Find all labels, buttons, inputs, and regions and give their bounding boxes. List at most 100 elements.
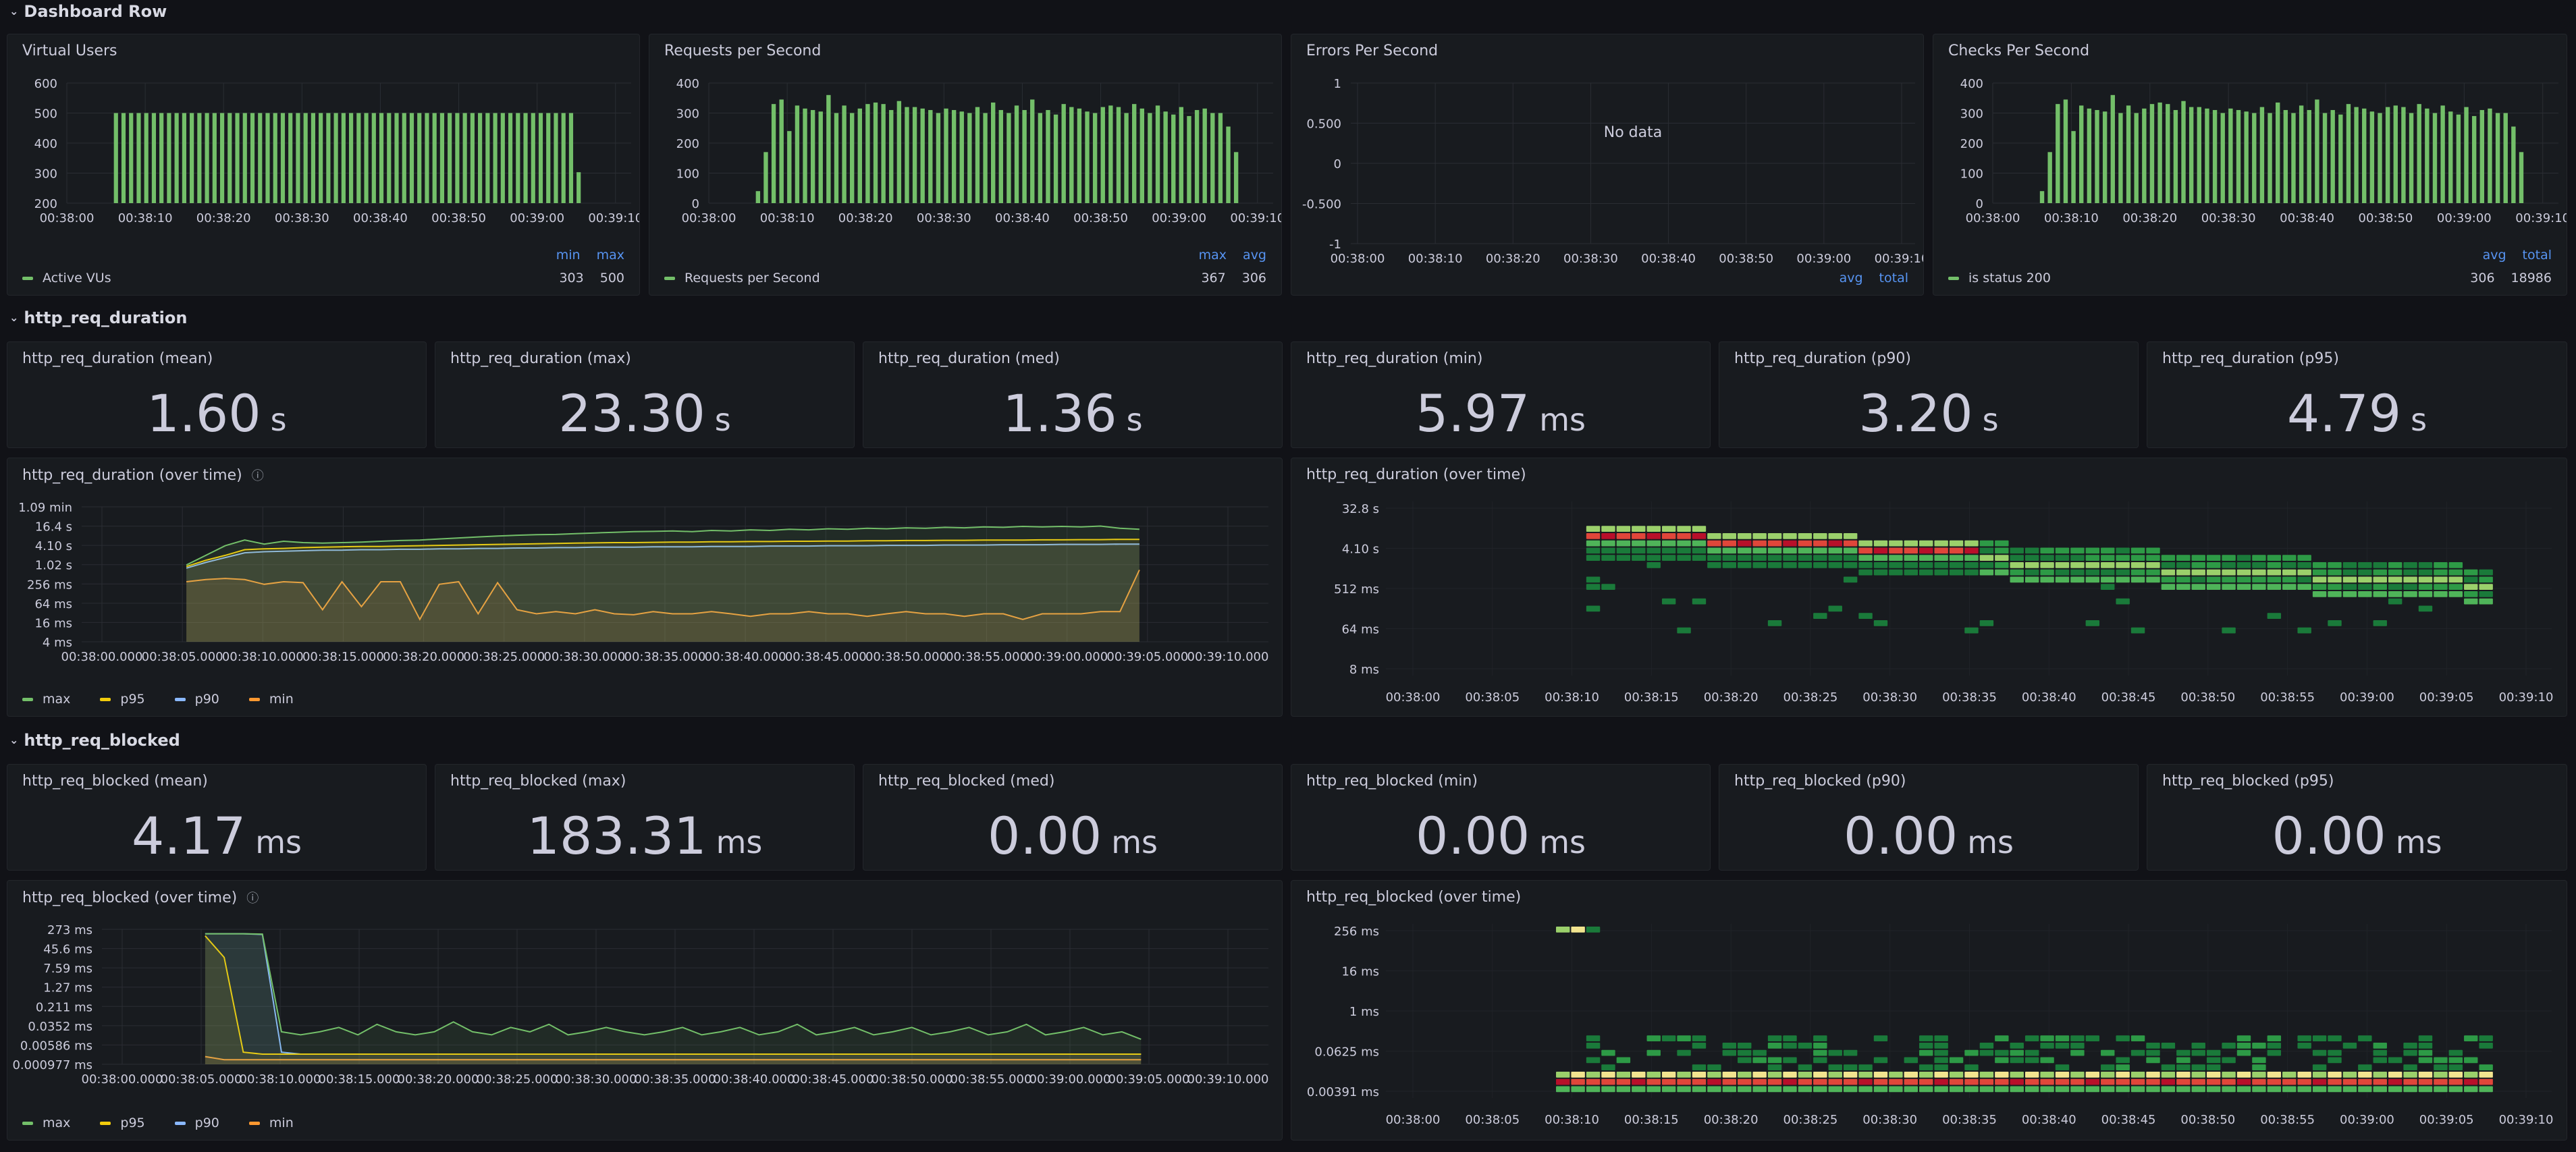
bar	[2417, 104, 2421, 203]
heatmap-cell	[2342, 569, 2357, 576]
x-tick-label: 00:38:20.000	[383, 650, 464, 664]
panel-blocked-heatmap[interactable]: http_req_blocked (over time) 256 ms 16 ms…	[1291, 880, 2567, 1141]
heatmap-cell	[1752, 562, 1767, 568]
info-icon[interactable]: ⓘ	[246, 892, 259, 906]
x-tick-label: 00:39:00	[1796, 252, 1851, 266]
stat-panel[interactable]: http_req_duration (mean) 1.60 s	[7, 341, 427, 448]
legend-item[interactable]: min	[248, 692, 294, 707]
heatmap-cell	[1707, 1078, 1721, 1085]
legend-header-min[interactable]: min	[556, 248, 581, 263]
bar	[905, 107, 909, 203]
heatmap-cell	[1964, 569, 1979, 576]
legend-series-name[interactable]: is status 200	[1968, 271, 2051, 285]
legend-item[interactable]: min	[248, 1116, 294, 1130]
stat-unit: ms	[2395, 824, 2442, 860]
legend-header-total[interactable]: total	[1879, 271, 1908, 285]
bar	[1046, 110, 1050, 203]
row-header-duration[interactable]: ⌄ http_req_duration	[9, 306, 187, 329]
stat-value: 0.00	[2272, 805, 2386, 866]
stat-panel[interactable]: http_req_blocked (max) 183.31 ms	[435, 764, 855, 871]
heatmap-cell	[2403, 1086, 2417, 1093]
legend-item[interactable]: p95	[100, 692, 145, 707]
row-header-dashboard[interactable]: ⌄ Dashboard Row	[9, 0, 167, 23]
legend-item[interactable]: max	[22, 692, 70, 707]
heatmap-cell	[1646, 540, 1661, 547]
panel-requests-per-second[interactable]: Requests per Second 400 300 200 100 0 00:38:0…	[649, 34, 1282, 296]
bar	[2519, 152, 2524, 203]
bar	[936, 113, 941, 203]
bar	[2401, 107, 2406, 203]
stat-panel[interactable]: http_req_duration (med) 1.36 s	[863, 341, 1283, 448]
heatmap-cell	[1964, 562, 1979, 568]
legend-item[interactable]: p95	[100, 1116, 145, 1130]
bar	[763, 152, 768, 203]
stat-panel[interactable]: http_req_duration (p95) 4.79 s	[2147, 341, 2567, 448]
legend-series-name[interactable]: Requests per Second	[685, 271, 820, 285]
heatmap-cell	[2010, 1049, 2024, 1056]
bar	[2189, 107, 2194, 203]
panel-duration-timeseries[interactable]: http_req_duration (over time) ⓘ 1.09 min 1…	[7, 458, 1283, 717]
heatmap-cell	[2328, 1086, 2342, 1093]
panel-virtual-users[interactable]: Virtual Users 600 500 400 300 200 00:38:00 00:…	[7, 34, 640, 296]
bar	[2142, 108, 2147, 203]
legend-label: p95	[120, 692, 145, 707]
panel-checks-per-second[interactable]: Checks Per Second 400 300 200 100 0 00:38:00 0…	[1933, 34, 2567, 296]
heatmap-cell	[2358, 1072, 2372, 1078]
stat-panel[interactable]: http_req_duration (min) 5.97 ms	[1291, 341, 1711, 448]
stat-panel[interactable]: http_req_blocked (min) 0.00 ms	[1291, 764, 1711, 871]
legend-item[interactable]: p90	[174, 1116, 219, 1130]
legend-header-max[interactable]: max	[1198, 248, 1227, 263]
heatmap-cell	[2297, 1043, 2311, 1049]
heatmap-cell	[1873, 1057, 1888, 1064]
heatmap-cell	[2388, 1078, 2403, 1085]
legend-item[interactable]: max	[22, 1116, 70, 1130]
heatmap-cell	[2116, 562, 2130, 568]
legend-item[interactable]: p90	[174, 692, 219, 707]
y-tick-label: 256 ms	[1334, 925, 1379, 939]
panel-duration-heatmap[interactable]: http_req_duration (over time) 32.8 s 4.10…	[1291, 458, 2567, 717]
heatmap-cell	[1767, 1043, 1782, 1049]
row-header-blocked[interactable]: ⌄ http_req_blocked	[9, 729, 180, 752]
heatmap-cell	[2146, 1078, 2160, 1085]
x-tick-label: 00:38:10	[118, 211, 173, 225]
stat-panel[interactable]: http_req_blocked (p90) 0.00 ms	[1719, 764, 2139, 871]
stat-panel[interactable]: http_req_blocked (mean) 4.17 ms	[7, 764, 427, 871]
heatmap-cell	[1919, 1078, 1933, 1085]
bar	[462, 113, 467, 203]
heatmap-cell	[1995, 562, 2009, 568]
legend-header-avg[interactable]: avg	[2482, 248, 2506, 263]
heatmap-cell	[1556, 1072, 1570, 1078]
heatmap-cell	[2085, 547, 2100, 554]
heatmap-cell	[1889, 555, 1903, 561]
stat-panel[interactable]: http_req_blocked (p95) 0.00 ms	[2147, 764, 2567, 871]
x-tick-label: 00:39:00	[510, 211, 564, 225]
stat-value: 0.00	[988, 805, 1102, 866]
legend-header-total[interactable]: total	[2522, 248, 2552, 263]
heatmap-cell	[1677, 627, 1691, 634]
row-title: http_req_blocked	[24, 731, 180, 750]
heatmap-cell	[2176, 1086, 2191, 1093]
panel-blocked-timeseries[interactable]: http_req_blocked (over time) ⓘ 273 ms 45.6…	[7, 880, 1283, 1141]
legend-header-avg[interactable]: avg	[1243, 248, 1266, 263]
heatmap-cell	[1995, 1072, 2009, 1078]
heatmap-cell	[2373, 576, 2387, 583]
legend-header-avg[interactable]: avg	[1839, 271, 1863, 285]
stat-panel[interactable]: http_req_blocked (med) 0.00 ms	[863, 764, 1283, 871]
heatmap-cell	[2479, 569, 2493, 576]
bar	[2252, 113, 2257, 203]
panel-errors-per-second[interactable]: Errors Per Second 1 0.500 0 -0.500 -1 00:38:0…	[1291, 34, 1924, 296]
heatmap-cell	[1873, 1086, 1888, 1093]
bar	[2276, 102, 2280, 203]
stat-panel[interactable]: http_req_duration (max) 23.30 s	[435, 341, 855, 448]
heatmap-cell	[2342, 1072, 2357, 1078]
bar	[1053, 114, 1058, 203]
bar	[349, 113, 354, 203]
info-icon[interactable]: ⓘ	[251, 469, 264, 483]
errors-per-second-chart: 1 0.500 0 -0.500 -100:38:00 00:38:10 00:38:20 0…	[1302, 77, 1923, 266]
x-tick-label: 00:38:40	[2280, 211, 2334, 225]
legend-header-max[interactable]: max	[596, 248, 624, 263]
stat-panel[interactable]: http_req_duration (p90) 3.20 s	[1719, 341, 2139, 448]
bar	[928, 110, 933, 203]
legend-label: min	[269, 692, 294, 707]
legend-series-name[interactable]: Active VUs	[43, 271, 111, 285]
